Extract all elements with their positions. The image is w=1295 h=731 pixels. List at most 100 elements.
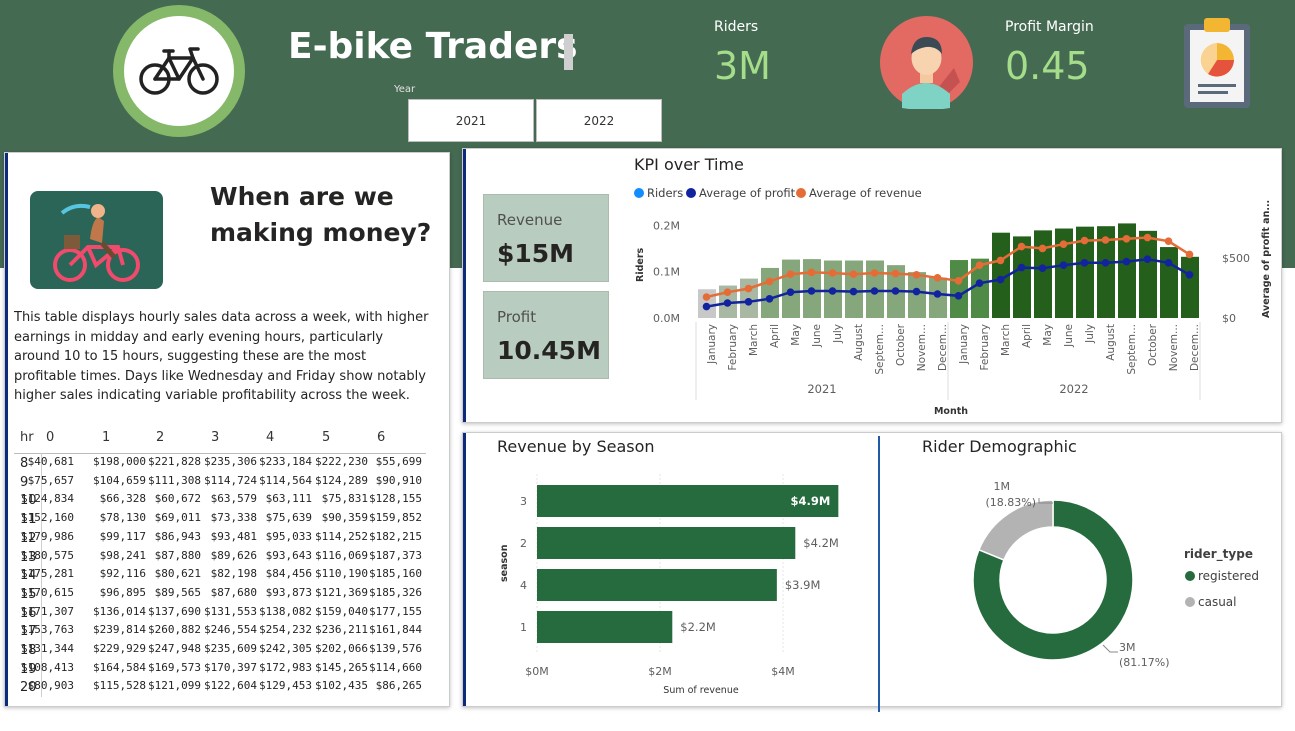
donut-slice [977,499,1054,561]
matrix-row: 18 $131,344 $229,929 $247,948 $235,609 $242,3… [14,640,440,659]
app-title: E-bike Traders [288,26,578,67]
leader-line [1102,644,1118,653]
matrix-cell: $229,929 [93,642,146,655]
series-point [807,287,816,295]
matrix-cell: $124,289 [315,473,368,487]
series-point [1059,240,1068,248]
matrix-cell: $63,579 [210,492,257,506]
report-clipboard-icon [1182,16,1252,110]
matrix-cell: $221,828 [148,455,201,468]
matrix-row-hour: 14 [20,568,37,584]
donut-slice [972,499,1134,661]
matrix-row-hour: 12 [20,530,37,546]
matrix-cell: $260,882 [148,623,201,637]
legend-marker [634,188,644,198]
season-category-label: 4 [520,579,527,592]
riders-label: Riders [714,19,759,35]
donut-percent-label: (81.17%) [1119,656,1170,669]
series-point [891,287,900,295]
legend-title: rider_type [1184,547,1253,562]
x-tick-label: June [1063,324,1075,348]
year-button-2022[interactable]: 2022 [536,99,662,142]
legend-label: Riders [647,186,683,200]
matrix-cell: $247,948 [148,642,201,655]
matrix-cell: $86,943 [154,529,201,543]
matrix-cell: $114,252 [315,529,368,543]
matrix-row: 15 $170,615 $96,895 $89,565 $87,680 $93,873 $1… [14,584,440,603]
profit-margin-value: 0.45 [1005,44,1090,88]
legend-label: casual [1198,595,1237,609]
matrix-cell: $185,326 [369,585,422,599]
season-category-label: 2 [520,537,527,550]
season-bar [537,527,796,559]
legend-marker [796,188,806,198]
x-tick-label: Novem... [1168,324,1180,371]
matrix-cell: $180,575 [21,548,74,562]
matrix-cell: $75,831 [321,492,368,506]
series-point [912,287,921,296]
matrix-cell: $171,307 [21,604,74,618]
season-bar [537,485,839,517]
matrix-cell: $96,895 [99,585,146,599]
series-point [912,271,921,279]
matrix-cell: $172,983 [259,660,312,674]
legend-label: Average of revenue [809,186,922,200]
matrix-cell: $93,481 [210,529,257,543]
series-point [765,277,774,286]
riders-bar [761,267,779,318]
series-point [807,268,816,277]
riders-bar [1139,230,1157,318]
year-button-2021[interactable]: 2021 [408,99,534,142]
matrix-cell: $75,657 [27,473,74,487]
matrix-row-header-column [14,453,42,697]
matrix-cell: $182,215 [369,529,422,543]
matrix-cell: $131,344 [21,642,74,655]
season-category-label: 1 [520,621,527,634]
series-point [828,287,837,295]
demographic-chart-title: Rider Demographic [922,437,1077,456]
matrix-row: 12 $179,986 $99,117 $86,943 $93,481 $95,033 $1… [14,528,440,547]
kpi-chart-title: KPI over Time [634,155,744,174]
series-point [933,290,942,298]
series-point [954,292,963,300]
matrix-cell: $75,639 [265,511,312,525]
series-point [1101,259,1110,267]
matrix-cell: $110,190 [315,567,368,581]
series-point [1185,271,1194,279]
matrix-col-0: 0 [46,430,55,445]
matrix-cell: $66,328 [99,492,146,506]
x-tick-label: Decem... [1189,324,1201,371]
series-point [996,275,1005,284]
matrix-cell: $202,066 [315,642,368,655]
matrix-cell: $129,453 [259,679,312,693]
matrix-col-1: 1 [102,430,111,445]
riders-bar [1013,236,1031,318]
matrix-cell: $89,565 [154,585,201,599]
series-point [1038,264,1047,272]
series-point [1080,236,1089,245]
riders-value: 3M [714,44,771,88]
legend-marker [1185,597,1195,607]
series-point [1017,242,1026,251]
x-tick-label: August [1105,324,1117,361]
matrix-cell: $198,000 [93,455,146,468]
matrix-cell: $246,554 [204,623,257,637]
y-tick-label: 0.0M [653,312,680,325]
matrix-cell: $139,576 [369,642,422,655]
donut-value-label: 1M [994,480,1011,493]
series-point [996,256,1005,265]
matrix-cell: $131,553 [204,604,257,618]
matrix-row-hour: 11 [20,512,37,528]
x-tick-label: October [1147,323,1159,366]
donut-value-label: 3M [1119,641,1136,654]
matrix-row: 10 $124,834 $66,328 $60,672 $63,579 $63,111 $7… [14,490,440,509]
matrix-cell: $122,604 [204,679,257,693]
matrix-row: 20 $80,903 $115,528 $121,099 $122,604 $129,45… [14,677,440,696]
x-tick-label: May [1042,324,1054,346]
matrix-cell: $128,155 [369,492,422,506]
matrix-cell: $90,359 [321,511,368,525]
matrix-cell: $80,903 [27,679,74,693]
series-point [1080,259,1089,267]
matrix-cell: $137,690 [148,604,201,618]
riders-bar [1034,230,1052,318]
